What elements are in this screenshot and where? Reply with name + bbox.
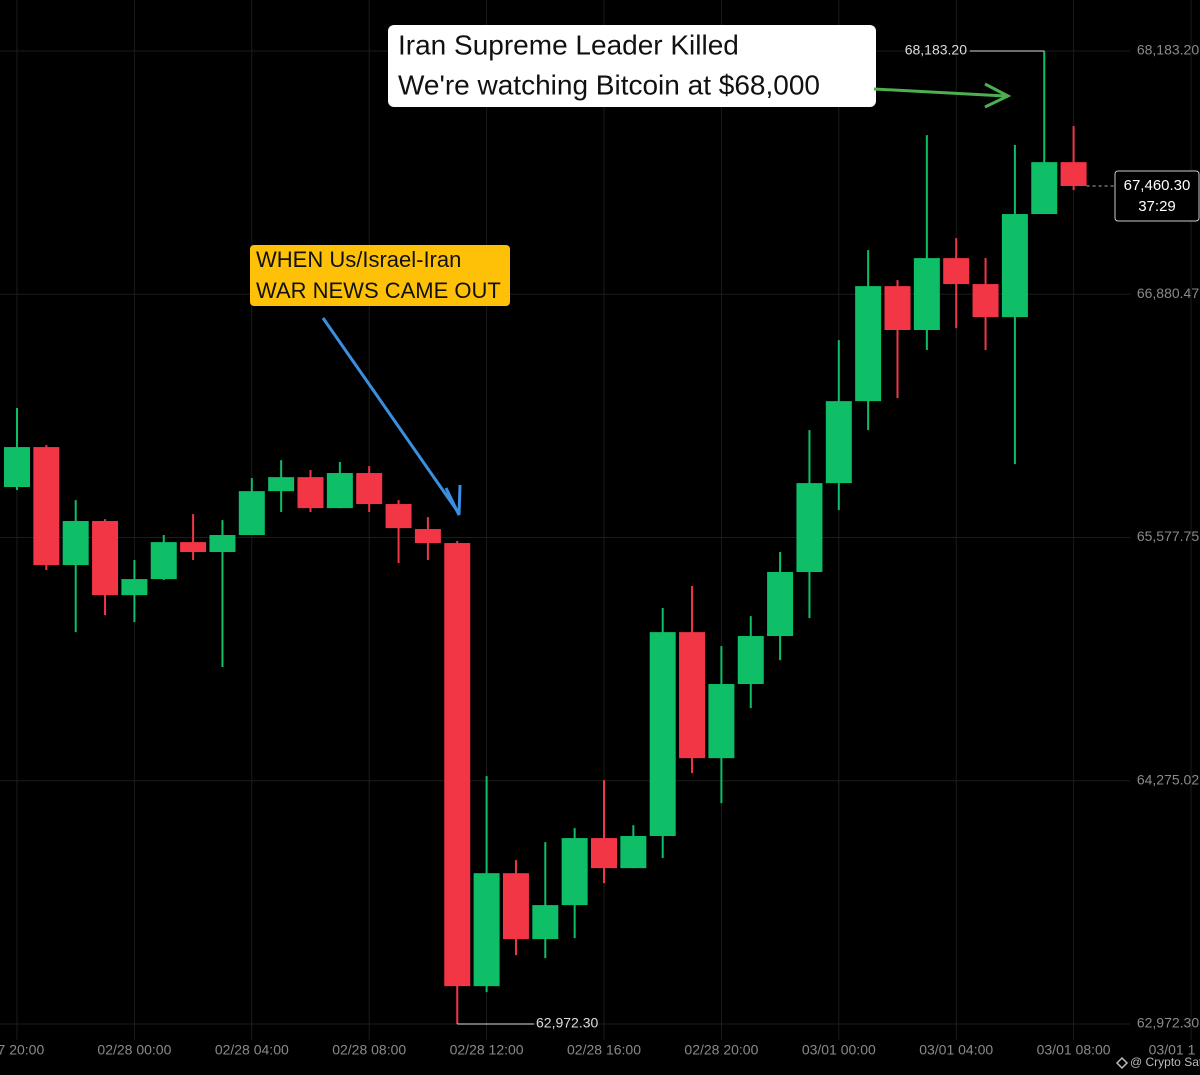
x-tick-label: 03/01 1	[1149, 1042, 1196, 1058]
countdown: 37:29	[1138, 198, 1176, 215]
candle-body	[150, 542, 177, 580]
arrow-head	[444, 484, 462, 516]
annotation-box	[388, 25, 876, 107]
price-tag-value: 67,460.30	[1124, 177, 1191, 194]
candle-body	[356, 473, 383, 505]
candle-body	[297, 477, 324, 509]
candle-body	[796, 483, 823, 572]
candle-body	[620, 836, 647, 869]
candle-body	[737, 636, 764, 685]
candle-body	[649, 632, 676, 837]
candle-body	[532, 905, 559, 940]
candle-body	[33, 447, 60, 566]
candle-body	[825, 401, 852, 484]
annotation-text: Iran Supreme Leader Killed	[398, 29, 739, 60]
x-tick-label: 02/28 04:00	[215, 1042, 289, 1058]
x-tick-label: 02/28 20:00	[684, 1042, 758, 1058]
watermark: @ Crypto Sat	[1130, 1055, 1200, 1069]
x-tick-label: 03/01 08:00	[1037, 1042, 1111, 1058]
arrow	[873, 87, 1006, 98]
arrow-head	[984, 82, 1012, 109]
y-tick-label: 64,275.02	[1137, 771, 1199, 787]
candle-body	[92, 521, 119, 596]
candle-body	[209, 535, 236, 553]
candle-body	[180, 542, 207, 553]
candle-body	[679, 632, 706, 759]
x-tick-label: 02/28 08:00	[332, 1042, 406, 1058]
candle-body	[708, 684, 735, 759]
candle-body	[121, 579, 148, 596]
x-tick-label: 27 20:00	[0, 1042, 44, 1058]
candle-body	[561, 838, 588, 906]
candle-body	[1031, 162, 1058, 215]
x-tick-label: 02/28 16:00	[567, 1042, 641, 1058]
candle-body	[326, 473, 353, 509]
y-tick-label: 68,183.20	[1137, 42, 1199, 58]
annotation-text: We're watching Bitcoin at $68,000	[398, 69, 820, 100]
x-tick-label: 03/01 04:00	[919, 1042, 993, 1058]
low-label: 62,972.30	[536, 1015, 598, 1031]
arrow	[321, 317, 460, 513]
candle-body	[62, 521, 89, 566]
candle-body	[4, 447, 30, 488]
candle-body	[913, 258, 940, 331]
candle-body	[884, 286, 911, 331]
candle-body	[502, 873, 529, 940]
y-tick-label: 66,880.47	[1137, 285, 1199, 301]
x-tick-label: 02/28 12:00	[450, 1042, 524, 1058]
price-tag	[1114, 170, 1200, 222]
candle-body	[767, 571, 794, 637]
candle-body	[444, 543, 471, 987]
candle-body	[1060, 162, 1087, 186]
candle-body	[591, 838, 617, 869]
candle-body	[972, 284, 999, 318]
candle-body	[414, 529, 441, 544]
y-tick-label: 62,972.30	[1137, 1015, 1199, 1031]
y-tick-label: 65,577.75	[1137, 528, 1199, 544]
watermark-icon	[1115, 1056, 1129, 1070]
candle-body	[855, 286, 882, 402]
high-label: 68,183.20	[905, 42, 967, 58]
annotation-box	[250, 245, 510, 306]
overlay: Iran Supreme Leader Killed We're watchin…	[250, 25, 1200, 1069]
candle-body	[268, 477, 295, 492]
candle-body	[238, 491, 265, 536]
candle-body	[943, 258, 970, 285]
x-tick-label: 03/01 00:00	[802, 1042, 876, 1058]
annotation-text: WAR NEWS CAME OUT	[256, 278, 501, 303]
candle-body	[473, 873, 500, 987]
candle-body	[385, 504, 412, 529]
candle-body	[1001, 214, 1028, 318]
x-tick-label: 02/28 00:00	[97, 1042, 171, 1058]
candles	[4, 51, 1087, 1024]
annotation-text: WHEN Us/Israel-Iran	[256, 247, 461, 272]
